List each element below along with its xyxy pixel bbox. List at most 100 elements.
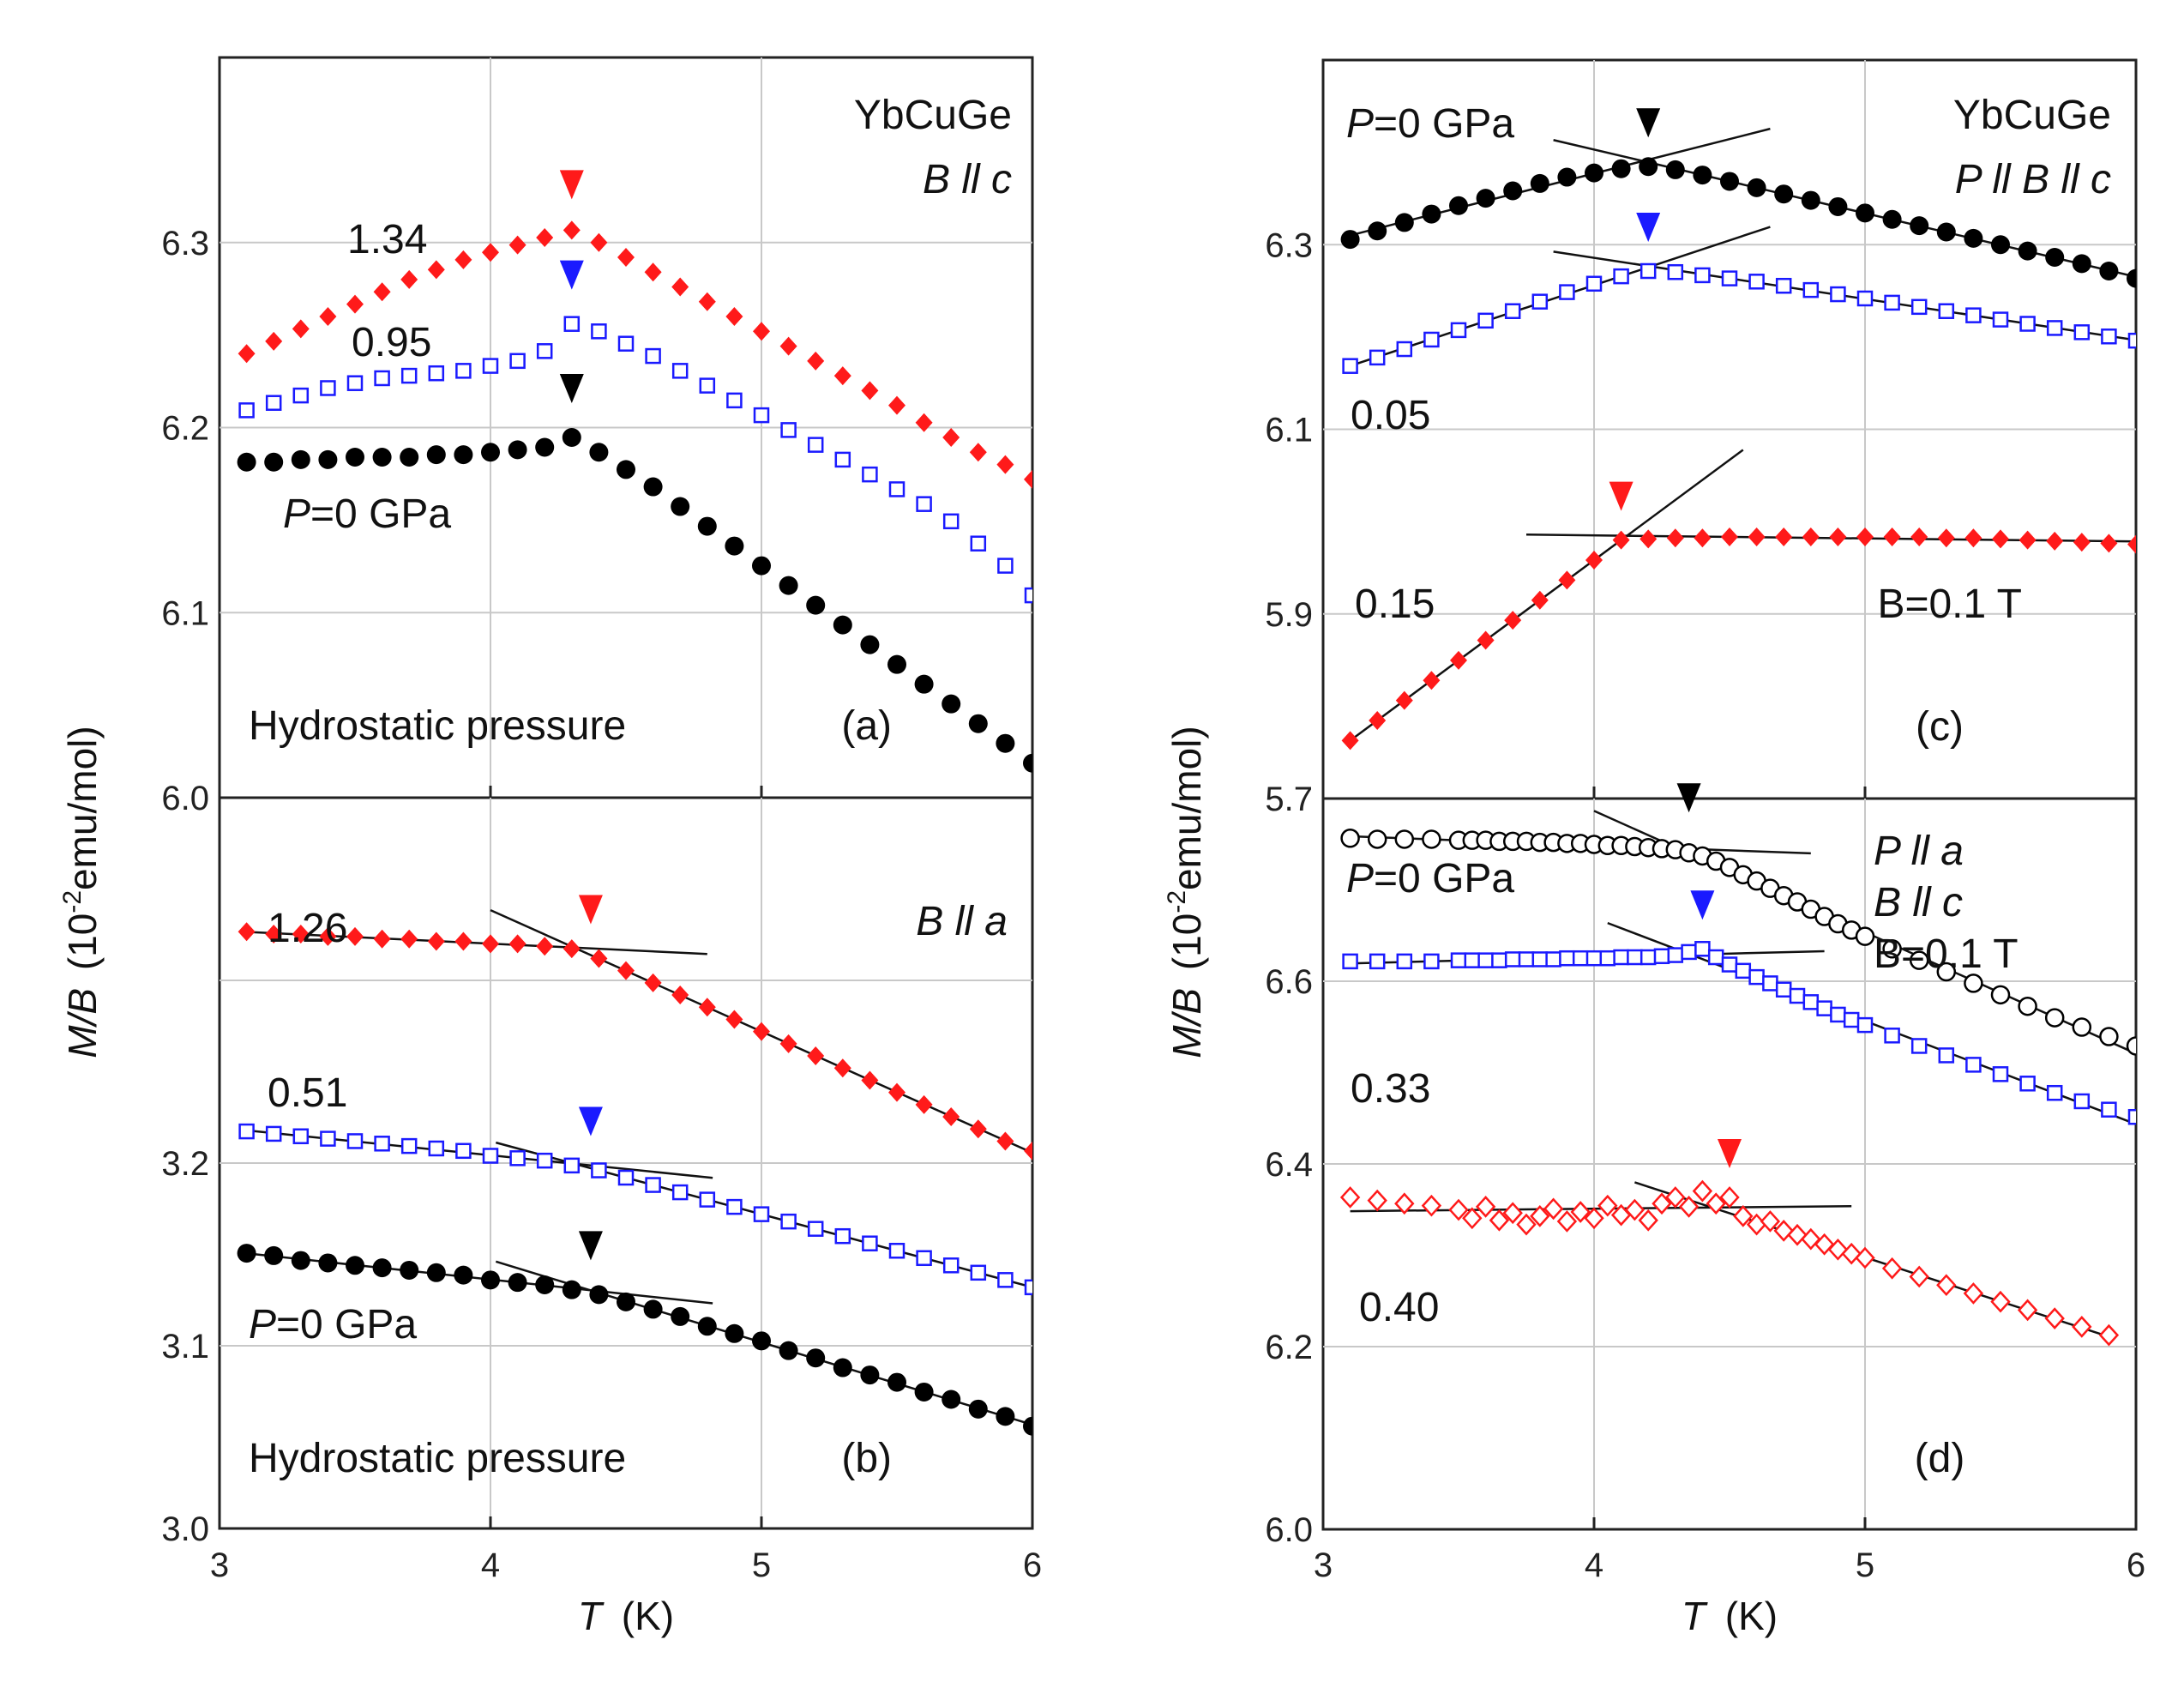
series-label: P=0 GPa bbox=[1346, 856, 1514, 901]
data-point bbox=[671, 277, 689, 297]
field-label: B=0.1 T bbox=[1877, 582, 2022, 627]
series-label: 1.34 bbox=[347, 217, 427, 262]
data-point bbox=[698, 998, 716, 1017]
data-point bbox=[590, 949, 608, 968]
data-point bbox=[1423, 331, 1440, 348]
data-point bbox=[237, 452, 256, 472]
data-point bbox=[264, 452, 284, 472]
data-point bbox=[914, 674, 934, 694]
data-point bbox=[725, 536, 744, 556]
data-point bbox=[807, 351, 825, 371]
data-point bbox=[536, 937, 554, 956]
data-point bbox=[2018, 996, 2037, 1016]
fit-line-low bbox=[246, 1129, 713, 1179]
data-point bbox=[1462, 1207, 1483, 1230]
y-tick-label: 3.1 bbox=[161, 1328, 209, 1365]
data-point bbox=[237, 1244, 256, 1263]
data-point bbox=[1475, 1196, 1496, 1218]
condition-label: Hydrostatic pressure bbox=[249, 703, 626, 749]
data-point bbox=[1830, 1006, 1846, 1023]
transition-markers bbox=[578, 895, 603, 1261]
data-point bbox=[454, 1265, 473, 1285]
data-point bbox=[428, 365, 445, 382]
series-labels: 1.34 0.95 P=0 GPa bbox=[283, 217, 451, 537]
data-point bbox=[1611, 159, 1631, 178]
data-point bbox=[1843, 1011, 1860, 1028]
data-point bbox=[1556, 1210, 1578, 1233]
y-tick-label: 6.2 bbox=[161, 410, 209, 448]
data-point bbox=[1884, 294, 1900, 311]
data-point bbox=[643, 477, 663, 497]
data-point bbox=[1721, 527, 1738, 546]
panel-title: (c) bbox=[1916, 704, 1964, 750]
data-point bbox=[1613, 949, 1629, 966]
data-point bbox=[1681, 943, 1697, 961]
y-ticks: 6.0 6.2 6.4 6.6 bbox=[1265, 963, 1867, 1549]
data-point bbox=[1477, 312, 1494, 329]
data-point bbox=[536, 343, 553, 359]
data-point bbox=[862, 466, 878, 483]
compound-label: YbCuGe bbox=[854, 93, 1012, 138]
panel-title: (a) bbox=[841, 703, 892, 749]
data-point bbox=[996, 1407, 1015, 1426]
data-point bbox=[1570, 1201, 1591, 1223]
data-point bbox=[1936, 222, 1956, 242]
data-point bbox=[1910, 216, 1929, 236]
data-point bbox=[1339, 1186, 1361, 1209]
data-point bbox=[292, 319, 310, 339]
data-point bbox=[968, 714, 988, 733]
y-tick-label: 6.0 bbox=[161, 780, 209, 817]
data-point bbox=[1693, 166, 1712, 185]
data-point bbox=[318, 449, 338, 469]
data-point bbox=[643, 1299, 663, 1319]
data-point bbox=[454, 931, 472, 951]
data-point bbox=[372, 448, 392, 467]
data-point bbox=[780, 1213, 797, 1230]
data-point bbox=[1477, 630, 1495, 650]
data-point bbox=[1802, 527, 1820, 546]
panel-b: 3.0 3.1 3.2 1.26 0.51 P=0 GPa B ll a Hydrost… bbox=[161, 796, 1034, 1548]
data-point bbox=[1558, 570, 1576, 590]
data-point bbox=[426, 445, 446, 465]
data-point bbox=[1584, 1207, 1604, 1230]
data-point bbox=[1585, 551, 1603, 570]
data-point bbox=[2019, 1076, 2036, 1092]
data-point bbox=[1394, 829, 1415, 849]
x-tick-5: 5 bbox=[752, 1546, 771, 1584]
data-point bbox=[1367, 829, 1387, 849]
data-point bbox=[2098, 1323, 2120, 1347]
fit-line-low bbox=[246, 1252, 713, 1305]
data-point bbox=[1652, 1192, 1672, 1215]
data-point bbox=[2046, 531, 2064, 551]
series-labels: 0.40 0.33 P=0 GPa bbox=[1346, 856, 1514, 1330]
x-axis-label-right: T (K) bbox=[1682, 1594, 1778, 1638]
data-point bbox=[291, 1251, 310, 1270]
data-point bbox=[779, 1034, 797, 1053]
data-point bbox=[1530, 1204, 1550, 1227]
data-point bbox=[1639, 157, 1658, 177]
x-tick-4: 4 bbox=[1585, 1546, 1603, 1584]
data-point bbox=[1491, 952, 1507, 968]
data-point bbox=[1667, 263, 1684, 280]
field-direction-label: B ll c bbox=[923, 157, 1012, 202]
data-point bbox=[1342, 358, 1358, 374]
data-point bbox=[942, 1257, 960, 1274]
data-point bbox=[915, 413, 933, 432]
data-point bbox=[536, 1152, 553, 1169]
data-point bbox=[1342, 953, 1358, 970]
data-point bbox=[238, 922, 256, 942]
transition-arrow-icon bbox=[578, 1106, 603, 1136]
data-point bbox=[2044, 1307, 2065, 1329]
data-point bbox=[968, 1399, 988, 1419]
data-point bbox=[264, 1245, 284, 1265]
data-point bbox=[997, 1272, 1014, 1288]
data-point bbox=[807, 437, 824, 453]
data-point bbox=[1545, 951, 1561, 968]
data-point bbox=[1706, 1192, 1726, 1215]
x-tick-3: 3 bbox=[210, 1546, 229, 1584]
data-point bbox=[1774, 184, 1794, 204]
data-point bbox=[454, 250, 472, 269]
data-point bbox=[1422, 204, 1441, 224]
transition-arrow-icon bbox=[559, 170, 584, 200]
data-point bbox=[1613, 268, 1629, 285]
